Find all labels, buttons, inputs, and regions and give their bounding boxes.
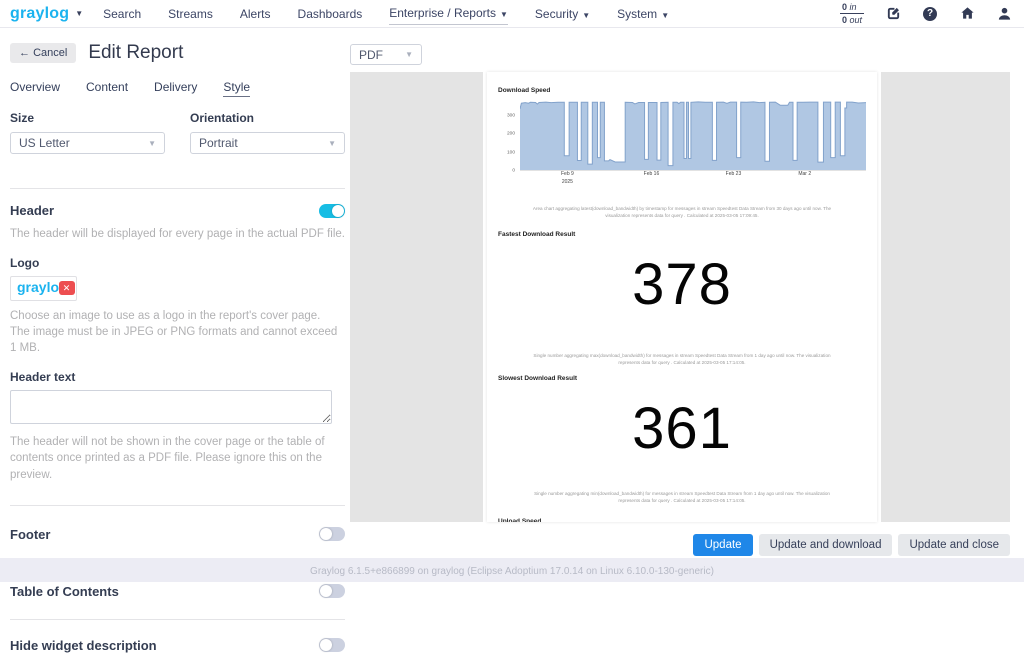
version-text: Graylog 6.1.5+e866899 on graylog (Eclips… (310, 566, 714, 577)
pdf-page-preview: Download Speed 0 100 200 300 Feb 9 2025 Feb 1… (487, 72, 877, 522)
tab-style[interactable]: Style (223, 80, 251, 97)
header-text-helper: The header will not be shown in the cove… (10, 436, 325, 481)
nav-item-security[interactable]: Security ▼ (534, 6, 591, 21)
arrow-left-icon: ← (19, 47, 30, 59)
logo-thumbnail: graylog ✕ (10, 276, 77, 302)
fastest-caption: Single number aggregating max(download_b… (533, 353, 831, 366)
divider (10, 504, 345, 506)
chevron-down-icon: ▼ (499, 10, 508, 19)
tab-overview[interactable]: Overview (10, 80, 61, 94)
graylog-logo[interactable]: graylog ▼ (10, 5, 83, 23)
divider (10, 188, 345, 189)
chevron-down-icon: ▼ (661, 10, 670, 20)
update-and-close-button[interactable]: Update and close (898, 534, 1010, 556)
nav-item-system[interactable]: System ▼ (617, 6, 670, 21)
page-title: Edit Report (88, 42, 184, 63)
header-section-label: Header (10, 203, 55, 218)
slowest-download-value: 361 (632, 396, 732, 461)
download-speed-xaxis: Feb 9 2025 Feb 16 Feb 23 Mar 2 (520, 171, 866, 185)
help-icon[interactable]: ? (922, 6, 938, 22)
throughput-indicator[interactable]: 0 in 0 out (839, 2, 864, 25)
cancel-button[interactable]: ← Cancel (10, 43, 77, 63)
ytick-label: 200 (506, 131, 515, 137)
preview-format-select[interactable]: PDF ▼ (350, 44, 422, 65)
orientation-label: Orientation (190, 111, 255, 125)
footer-toggle[interactable] (319, 527, 345, 542)
logo-label: Logo (10, 256, 40, 271)
chevron-down-icon: ▼ (75, 9, 84, 18)
download-speed-chart: 0 100 200 300 Feb 9 2025 Feb 16 Feb 23 Mar 2 (500, 97, 868, 185)
header-toggle[interactable] (319, 203, 345, 218)
logo-image: graylog (17, 279, 68, 296)
logo-helper-text: Choose an image to use as a logo in the … (10, 310, 338, 355)
toc-section-label: Table of Contents (10, 583, 119, 599)
remove-logo-button[interactable]: ✕ (58, 281, 75, 296)
hide-widget-description-toggle[interactable] (319, 638, 345, 653)
nav-item-dashboards[interactable]: Dashboards (297, 6, 363, 21)
graylog-logo-text: graylog (10, 4, 70, 22)
widget-title-slowest: Slowest Download Result (498, 375, 578, 382)
header-text-input[interactable] (10, 390, 332, 425)
nav-item-enterprise-reports[interactable]: Enterprise / Reports ▼ (389, 2, 508, 25)
size-select[interactable]: US Letter ▼ (10, 132, 165, 154)
xtick-label: Mar 2 (798, 171, 812, 177)
xtick-label: Feb 9 2025 (560, 171, 574, 185)
adjacent-page-next[interactable] (881, 72, 1010, 522)
divider (10, 618, 345, 620)
footer-section-label: Footer (10, 526, 51, 542)
area-stroke (520, 102, 866, 166)
report-preview-section: PDF ▼ Download Speed 0 100 200 300 Feb 9 2025… (350, 40, 1010, 522)
nav-item-search[interactable]: Search (103, 6, 142, 21)
size-label: Size (10, 111, 35, 125)
chevron-down-icon: ▼ (582, 10, 591, 20)
toc-toggle[interactable] (319, 584, 345, 599)
widget-title-download-speed: Download Speed (498, 87, 551, 94)
orientation-select[interactable]: Portrait ▼ (190, 132, 345, 154)
download-speed-caption: Area chart aggregating latest(download_b… (532, 206, 832, 219)
download-speed-plot (520, 97, 866, 171)
header-text-label: Header text (10, 370, 76, 385)
app-version-footer: Graylog 6.1.5+e866899 on graylog (Eclips… (0, 558, 1024, 582)
widget-title-fastest: Fastest Download Result (498, 231, 576, 238)
tab-content[interactable]: Content (86, 80, 129, 94)
fastest-download-value: 378 (632, 252, 732, 317)
xtick-label: Feb 23 (725, 171, 742, 177)
ytick-label: 0 (512, 168, 515, 174)
area-fill (520, 101, 866, 170)
form-actions: Update Update and download Update and cl… (693, 534, 1010, 556)
hide-widget-description-label: Hide widget description (10, 637, 157, 653)
main-menu: Search Streams Alerts Dashboards Enterpr… (103, 2, 669, 25)
pdf-preview-carousel: Download Speed 0 100 200 300 Feb 9 2025 Feb 1… (350, 72, 1010, 522)
download-speed-yaxis: 0 100 200 300 (500, 97, 517, 174)
chevron-down-icon: ▼ (148, 138, 156, 148)
user-icon[interactable] (996, 6, 1012, 22)
update-and-download-button[interactable]: Update and download (758, 534, 893, 556)
ytick-label: 300 (506, 113, 515, 118)
report-tabs: Overview Content Delivery Style (10, 80, 345, 97)
xtick-label: Feb 16 (643, 171, 660, 177)
top-navbar: graylog ▼ Search Streams Alerts Dashboar… (0, 0, 1024, 28)
widget-title-upload-speed: Upload Speed (498, 518, 542, 522)
chevron-down-icon: ▼ (328, 138, 336, 148)
ytick-label: 100 (506, 150, 515, 155)
slowest-caption: Single number aggregating min(download_b… (534, 491, 830, 504)
nav-item-streams[interactable]: Streams (168, 6, 213, 21)
navbar-right: 0 in 0 out ? (839, 2, 1012, 25)
adjacent-page-previous[interactable] (350, 72, 483, 522)
update-button[interactable]: Update (693, 534, 753, 556)
chevron-down-icon: ▼ (405, 50, 413, 59)
compose-icon[interactable] (885, 6, 901, 22)
nav-item-alerts[interactable]: Alerts (239, 6, 271, 21)
download-speed-area-svg (520, 97, 866, 170)
home-icon[interactable] (959, 6, 975, 22)
header-helper-text: The header will be displayed for every p… (10, 228, 345, 240)
tab-delivery[interactable]: Delivery (154, 80, 198, 94)
